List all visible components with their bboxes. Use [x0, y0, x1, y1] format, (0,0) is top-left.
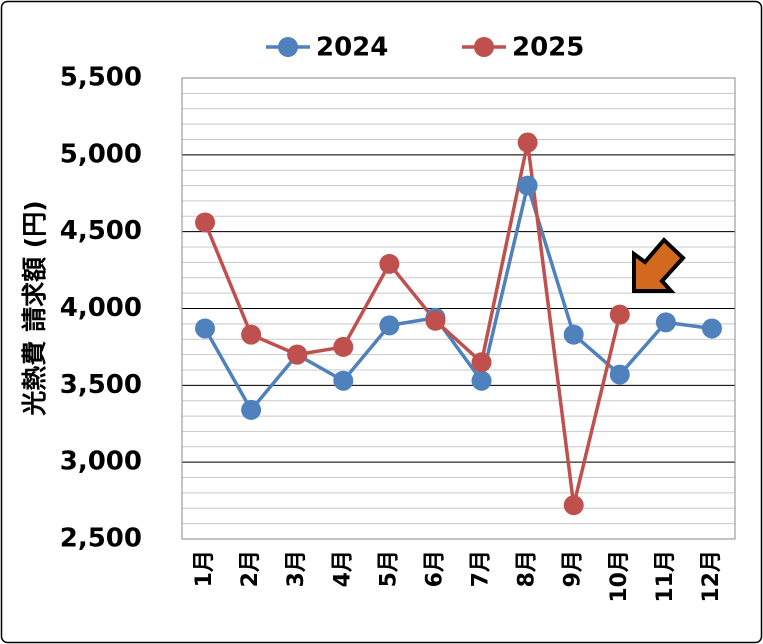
x-tick-label: 1月	[192, 550, 217, 587]
data-point	[563, 495, 584, 516]
x-tick-label: 7月	[469, 550, 494, 587]
data-point	[195, 318, 216, 339]
x-tick-label: 10月	[607, 550, 632, 603]
legend-label: 2024	[316, 33, 388, 63]
arrow-annotation	[632, 237, 686, 293]
y-tick-label: 5,000	[60, 139, 142, 169]
y-tick-label: 3,000	[60, 447, 142, 477]
x-tick-label: 9月	[561, 550, 586, 587]
data-point	[517, 132, 538, 153]
data-point	[333, 336, 354, 357]
data-point	[333, 370, 354, 391]
legend-marker	[474, 37, 494, 57]
legend-marker	[278, 37, 298, 57]
plot-border	[181, 77, 736, 540]
y-tick-label: 2,500	[60, 524, 142, 554]
data-point	[563, 324, 584, 345]
y-axis-label: 光熱費 請求額 (円)	[20, 200, 49, 416]
x-tick-label: 6月	[422, 550, 447, 587]
series-line	[203, 178, 713, 413]
data-point	[701, 318, 722, 339]
data-point	[287, 344, 308, 365]
x-tick-label: 5月	[376, 550, 401, 587]
x-tick-label: 3月	[284, 550, 309, 587]
x-tick-label: 4月	[330, 550, 355, 587]
data-point	[425, 310, 446, 331]
data-point	[195, 212, 216, 233]
data-point	[609, 364, 630, 385]
x-tick-label: 2月	[238, 550, 263, 587]
x-tick-label: 12月	[699, 550, 724, 603]
data-point	[471, 370, 492, 391]
y-tick-label: 5,500	[60, 63, 142, 93]
grid	[181, 77, 736, 540]
data-point	[241, 324, 262, 345]
data-point	[517, 175, 538, 196]
data-point	[471, 352, 492, 373]
y-tick-label: 3,500	[60, 370, 142, 400]
data-point	[379, 315, 400, 336]
data-point	[379, 253, 400, 274]
data-point	[241, 399, 262, 420]
x-tick-label: 8月	[515, 550, 540, 587]
y-tick-label: 4,000	[60, 293, 142, 323]
legend-label: 2025	[512, 33, 584, 63]
y-tick-label: 4,500	[60, 216, 142, 246]
data-point	[655, 312, 676, 333]
series-line	[203, 142, 622, 506]
x-tick-label: 11月	[653, 550, 678, 603]
data-point	[609, 304, 630, 325]
